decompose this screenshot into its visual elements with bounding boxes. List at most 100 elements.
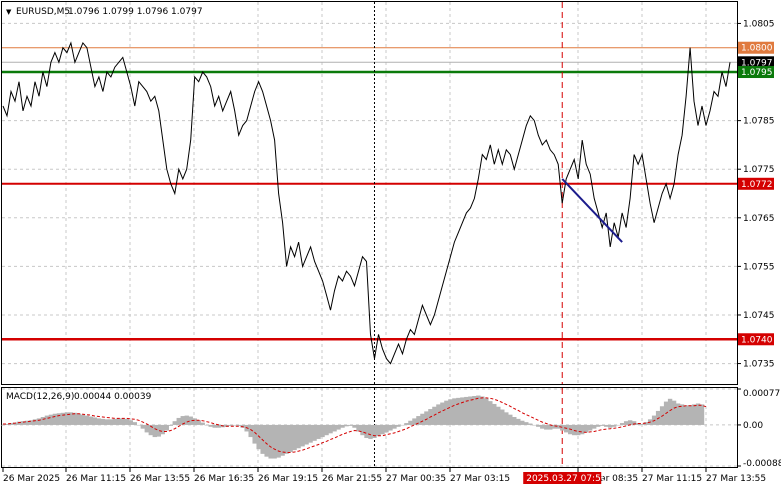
macd-bar	[396, 424, 401, 427]
macd-bar	[368, 424, 373, 439]
macd-bar	[208, 424, 213, 427]
macd-bar	[392, 424, 397, 429]
macd-bar	[388, 424, 393, 431]
macd-bar	[631, 421, 637, 425]
macd-bar	[444, 400, 449, 425]
macd-signal-line	[3, 397, 707, 453]
price-tick-label: 1.0745	[743, 311, 775, 321]
macd-bar	[492, 403, 497, 425]
macd-bar	[496, 406, 501, 425]
macd-bar	[536, 424, 541, 427]
macd-bar	[643, 422, 649, 425]
macd-bar	[288, 424, 293, 452]
macd-bar	[256, 424, 261, 450]
macd-bar	[84, 415, 90, 425]
macd-bar	[376, 424, 381, 437]
macd-bar	[16, 421, 22, 425]
macd-bar	[480, 396, 485, 425]
macd-bar	[192, 418, 197, 425]
macd-axis[interactable]: 0.00077 0.00 -0.00088	[737, 388, 781, 469]
highlighted-time-label: 2025.03.27 07:50	[526, 474, 607, 484]
macd-bar	[92, 417, 98, 425]
macd-bar	[296, 424, 301, 449]
vertical-markers	[373, 2, 563, 467]
macd-bar	[592, 424, 597, 429]
macd-bar	[683, 405, 689, 425]
price-tick-label: 1.0775	[743, 165, 775, 175]
macd-bar	[204, 424, 209, 426]
macd-bar	[196, 420, 201, 425]
macd-bar	[400, 424, 405, 426]
macd-tick-label: -0.00088	[743, 459, 781, 469]
time-tick-label: 26 Mar 2025	[3, 474, 60, 484]
level-price-tag	[738, 41, 774, 54]
ohlc-values: 1.0796 1.0799 1.0796 1.0797	[68, 7, 203, 17]
macd-bar	[152, 424, 157, 438]
macd-bar	[140, 424, 145, 429]
time-tick-label: 26 Mar 19:15	[258, 474, 318, 484]
macd-bar	[356, 424, 361, 432]
macd-bar	[603, 424, 609, 427]
macd-bar	[548, 424, 553, 430]
macd-bar	[96, 418, 102, 425]
price-tick-label: 1.0755	[743, 262, 775, 272]
time-tick-label: 27 Mar 00:35	[386, 474, 446, 484]
macd-bar	[552, 424, 557, 429]
macd-bar	[160, 424, 165, 435]
macd-bar	[264, 424, 269, 457]
macd-bar	[168, 424, 173, 426]
macd-bar	[408, 420, 413, 425]
macd-bar	[120, 418, 126, 425]
macd-bar	[619, 423, 625, 425]
price-series-line	[2, 41, 731, 365]
macd-bar	[88, 416, 94, 425]
macd-bar	[623, 421, 629, 425]
macd-bar	[615, 424, 621, 426]
macd-bar	[116, 418, 122, 425]
time-grid	[65, 2, 707, 467]
macd-bar	[380, 424, 385, 435]
price-tick-label: 1.0785	[743, 117, 775, 127]
macd-bar	[236, 424, 241, 426]
macd-bar	[64, 412, 70, 425]
macd-bar	[188, 416, 193, 425]
macd-bar	[248, 424, 253, 438]
macd-bar	[144, 424, 149, 433]
macd-bar	[452, 398, 457, 425]
macd-bar	[20, 421, 26, 425]
macd-bar	[156, 424, 161, 437]
macd-bar	[104, 419, 110, 425]
macd-bar	[595, 424, 601, 427]
macd-bar	[448, 399, 453, 425]
macd-indicator-values: 0.00044 0.00039	[74, 392, 152, 402]
price-grid	[2, 22, 737, 365]
macd-bar	[611, 424, 617, 427]
time-tick-label: 26 Mar 16:35	[194, 474, 254, 484]
time-axis[interactable]: 26 Mar 2025 26 Mar 11:15 26 Mar 13:55 26 Ma…	[2, 468, 766, 484]
level-price-tag-label: 1.0800	[741, 44, 773, 54]
macd-bar	[588, 424, 593, 431]
macd-bar	[324, 424, 329, 436]
macd-bar	[176, 417, 181, 425]
macd-bar	[580, 424, 585, 435]
macd-bar	[440, 402, 445, 425]
macd-bar	[699, 404, 705, 425]
macd-bar	[24, 420, 30, 425]
symbol-label: EURUSD,M5	[16, 7, 70, 17]
macd-indicator-name: MACD(12,26,9)	[6, 392, 74, 402]
trend-line[interactable]	[561, 178, 623, 243]
macd-bar	[691, 404, 697, 425]
highlighted-time-tag[interactable]	[523, 472, 602, 484]
macd-bar	[60, 412, 66, 425]
macd-bar	[544, 424, 549, 430]
time-tick-label: 27 Mar 13:55	[706, 474, 766, 484]
macd-bar	[32, 419, 38, 425]
header-dropdown-icon[interactable]: ▼	[6, 8, 12, 16]
level-price-tag-label: 1.0797	[741, 58, 773, 68]
macd-bar	[228, 424, 233, 426]
macd-bar	[520, 420, 525, 425]
macd-bar	[687, 405, 693, 425]
macd-tick-label: 0.00077	[743, 389, 780, 399]
macd-bar	[272, 424, 277, 459]
